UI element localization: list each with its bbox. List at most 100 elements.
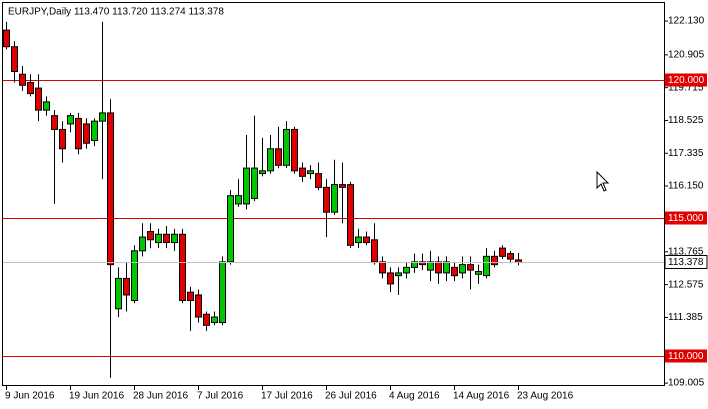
candle-body xyxy=(395,272,402,277)
candle-body xyxy=(363,236,370,244)
candle xyxy=(451,261,458,282)
candle-body xyxy=(403,266,410,274)
candle xyxy=(211,311,218,326)
candle-body xyxy=(27,82,34,95)
candle-body xyxy=(339,184,346,188)
candle-body xyxy=(243,167,250,205)
y-tick-label: 120.905 xyxy=(668,49,705,60)
candle-body xyxy=(139,236,146,252)
candle xyxy=(315,162,322,191)
candle-body xyxy=(483,255,490,277)
candle-body xyxy=(235,195,242,205)
candle xyxy=(51,110,58,204)
y-tick-label: 113.765 xyxy=(668,246,704,257)
candle xyxy=(299,162,306,182)
candle xyxy=(179,228,186,304)
candle-body xyxy=(123,277,130,296)
candle xyxy=(251,115,258,202)
x-tick-label: 17 Jul 2016 xyxy=(261,391,313,402)
candle xyxy=(27,74,34,97)
x-tick-label: 26 Jul 2016 xyxy=(325,391,377,402)
level-label: 115.000 xyxy=(668,213,704,224)
x-tick-label: 4 Aug 2016 xyxy=(389,391,440,402)
candle-body xyxy=(99,112,106,122)
y-tick-label: 109.005 xyxy=(668,378,705,389)
candle-body xyxy=(75,117,82,150)
candle xyxy=(323,179,330,238)
y-tick-label: 116.150 xyxy=(668,181,704,192)
candle-body xyxy=(59,128,66,150)
candle xyxy=(259,137,266,177)
candle xyxy=(67,112,74,133)
candle-body xyxy=(387,272,394,285)
candle-body xyxy=(267,148,274,172)
candle-body xyxy=(171,233,178,244)
candle xyxy=(203,311,210,331)
y-tick-label: 119.715 xyxy=(668,82,704,93)
x-tick-label: 9 Jun 2016 xyxy=(5,391,55,402)
candle-body xyxy=(195,294,202,318)
mouse-cursor xyxy=(596,170,610,192)
candle xyxy=(163,226,170,249)
candle-body xyxy=(323,186,330,213)
candle-body xyxy=(427,261,434,271)
candle-body xyxy=(307,170,314,175)
candle xyxy=(387,267,394,293)
candle-body xyxy=(131,250,138,301)
candle-body xyxy=(499,247,506,257)
candle xyxy=(419,253,426,271)
candle xyxy=(235,179,242,207)
candle-body xyxy=(251,167,258,199)
candle xyxy=(195,289,202,323)
candle-body xyxy=(163,233,170,244)
candle xyxy=(371,223,378,265)
candle xyxy=(339,162,346,224)
candle xyxy=(123,261,130,312)
candle xyxy=(267,134,274,174)
candle-body xyxy=(291,128,298,172)
candle-body xyxy=(115,277,122,310)
candle-body xyxy=(419,261,426,266)
x-tick-label: 7 Jul 2016 xyxy=(197,391,244,402)
candle xyxy=(459,256,466,279)
candle xyxy=(443,256,450,282)
candle xyxy=(91,118,98,146)
y-tick-label: 122.130 xyxy=(668,16,705,27)
candle xyxy=(227,190,234,265)
y-tick-label: 111.385 xyxy=(668,312,703,323)
level-label: 110.000 xyxy=(668,351,704,362)
candle xyxy=(243,134,250,210)
candle-body xyxy=(451,266,458,277)
candle xyxy=(483,248,490,279)
candle-body xyxy=(507,253,514,260)
candle xyxy=(291,126,298,174)
candle-body xyxy=(299,167,306,177)
candle-body xyxy=(227,195,234,263)
candle xyxy=(83,118,90,149)
candle-body xyxy=(83,123,90,144)
candle xyxy=(475,264,482,284)
candle xyxy=(35,74,42,122)
candle-body xyxy=(67,115,74,125)
candle xyxy=(307,165,314,180)
candle xyxy=(43,96,50,116)
candle-body xyxy=(379,261,386,274)
candle-body xyxy=(371,239,378,263)
candle xyxy=(107,99,114,378)
candle xyxy=(427,250,434,282)
candle-body xyxy=(187,291,194,301)
candle xyxy=(155,228,162,249)
candle-body xyxy=(155,233,162,244)
candle-body xyxy=(275,148,282,166)
candle-body xyxy=(51,115,58,130)
candle-body xyxy=(11,46,18,73)
candle-body xyxy=(107,112,114,266)
candle-body xyxy=(355,236,362,244)
chart-title: EURJPY,Daily 113.470 113.720 113.274 113… xyxy=(8,7,224,18)
candle xyxy=(171,228,178,251)
candle xyxy=(3,21,10,50)
candle-body xyxy=(259,170,266,175)
candle-body xyxy=(475,271,482,275)
candle xyxy=(347,181,354,249)
